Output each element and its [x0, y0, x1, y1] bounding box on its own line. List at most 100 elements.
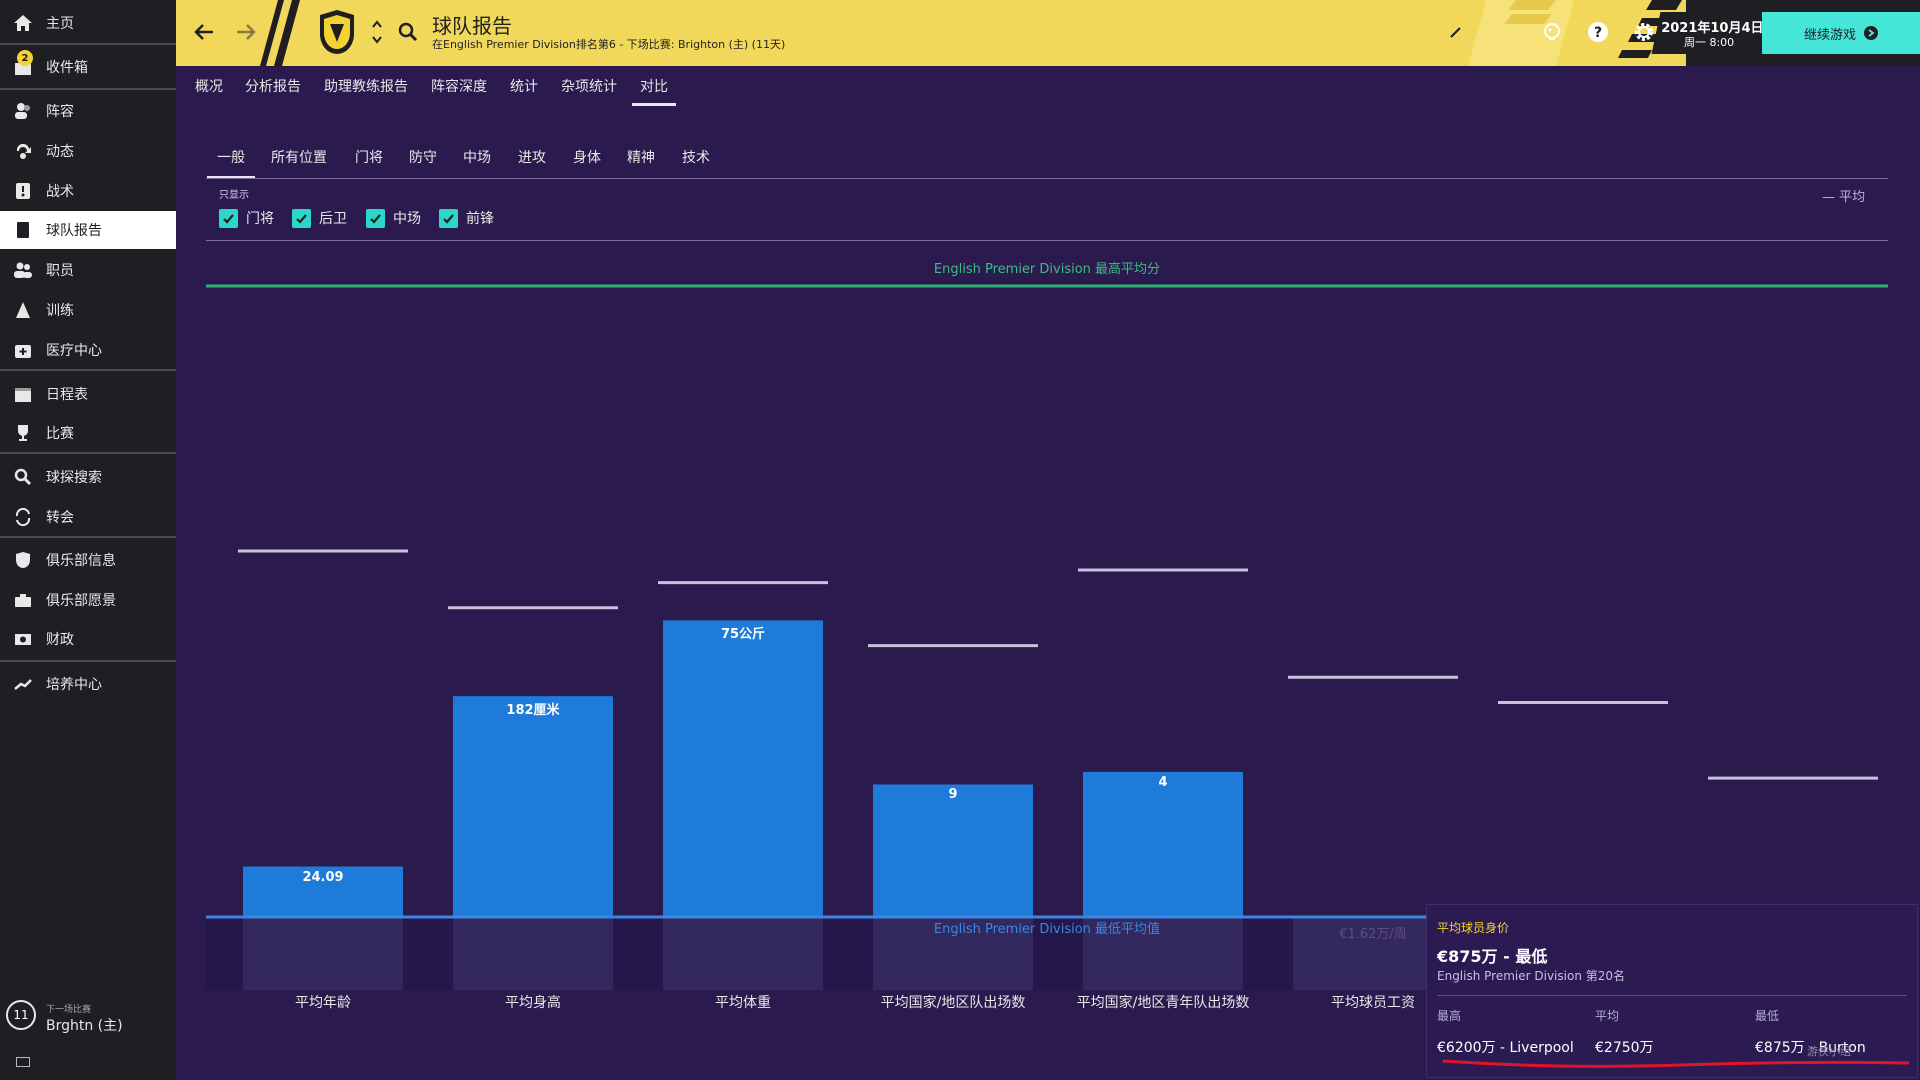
sidebar-item-competitions[interactable]: 比赛 — [0, 414, 176, 452]
max-average-label: English Premier Division 最高平均分 — [933, 262, 1161, 277]
search-button[interactable] — [394, 18, 422, 46]
chart-canvas — [206, 284, 1888, 990]
divider — [0, 660, 176, 662]
next-match[interactable]: 11 下一场比赛 Brghtn (主) — [0, 990, 176, 1040]
gear-icon — [1635, 23, 1653, 41]
filter-option-label: 前锋 — [466, 211, 494, 227]
column-band — [243, 917, 403, 990]
tab-misc-stats[interactable]: 杂项统计 — [561, 79, 617, 95]
settings-button[interactable] — [1630, 18, 1658, 46]
squad-icon — [0, 101, 46, 121]
edit-button[interactable] — [1442, 18, 1470, 46]
chart-bar[interactable] — [243, 866, 403, 917]
sidebar-item-squad[interactable]: 阵容 — [0, 92, 176, 130]
help-button[interactable]: ? — [1584, 18, 1612, 46]
sidebar-item-medical[interactable]: 医疗中心 — [0, 331, 176, 369]
red-underline — [1442, 1059, 1910, 1068]
header: 球队报告 在English Premier Division排名第6 - 下场比… — [176, 0, 1920, 66]
x-axis-label: 平均年龄 — [295, 995, 351, 1011]
ticket-icon[interactable] — [16, 1057, 30, 1067]
comparison-chart: English Premier Division 最高平均分 English P… — [206, 250, 1888, 1020]
chart-bar[interactable] — [453, 696, 613, 917]
divider — [0, 369, 176, 371]
subtab-mental[interactable]: 精神 — [627, 150, 655, 166]
sidebar-item-transfers[interactable]: 转会 — [0, 498, 176, 536]
subtab-attack[interactable]: 进攻 — [518, 150, 546, 166]
checkmark-icon — [292, 208, 311, 228]
x-axis-label: 平均球员工资 — [1331, 995, 1415, 1011]
x-axis-label: 平均身高 — [505, 995, 561, 1011]
chart-bar[interactable] — [1083, 771, 1243, 917]
svg-text:?: ? — [1594, 25, 1602, 41]
chevron-right-icon — [1864, 26, 1878, 40]
club-crest-icon[interactable] — [316, 8, 358, 56]
forward-button[interactable] — [232, 18, 260, 46]
subtab-goalkeepers[interactable]: 门将 — [355, 150, 383, 166]
filter-midfielders-checkbox[interactable]: 中场 — [366, 208, 421, 228]
x-axis-label: 平均国家/地区队出场数 — [880, 995, 1026, 1011]
tab-overview[interactable]: 概况 — [195, 79, 223, 95]
inbox-icon — [0, 57, 46, 77]
tooltip-title: 平均球员身价 — [1437, 921, 1510, 935]
sidebar-item-label: 球队报告 — [46, 223, 102, 239]
training-icon — [0, 300, 46, 320]
chart-bar[interactable] — [873, 784, 1033, 917]
subtab-general[interactable]: 一般 — [207, 147, 255, 179]
sidebar-item-finances[interactable]: 财政 — [0, 620, 176, 658]
sidebar-item-inbox[interactable]: 2 收件箱 — [0, 48, 176, 86]
next-match-opponent: Brghtn (主) — [46, 1018, 123, 1034]
watermark: 游侠小组 — [1807, 1045, 1851, 1058]
column-band — [1083, 917, 1243, 990]
sidebar-item-club-vision[interactable]: 俱乐部愿景 — [0, 581, 176, 619]
subtab-physical[interactable]: 身体 — [573, 150, 601, 166]
filter-goalkeepers-checkbox[interactable]: 门将 — [219, 208, 274, 228]
filter-option-label: 门将 — [246, 211, 274, 227]
subtab-defence[interactable]: 防守 — [409, 150, 437, 166]
sidebar-item-schedule[interactable]: 日程表 — [0, 375, 176, 413]
subtab-technical[interactable]: 技术 — [682, 150, 710, 166]
game-date: 2021年10月4日 周一 8:00 — [1651, 12, 1771, 54]
next-match-label: 下一场比赛 — [46, 1005, 92, 1015]
back-button[interactable] — [190, 18, 218, 46]
vision-icon — [0, 590, 46, 610]
continue-label: 继续游戏 — [1803, 27, 1856, 43]
filter-defenders-checkbox[interactable]: 后卫 — [292, 208, 347, 228]
subtab-all-positions[interactable]: 所有位置 — [271, 150, 327, 166]
tooltip-value: €875万 - 最低 — [1437, 947, 1548, 966]
medical-icon — [0, 340, 46, 360]
sidebar-item-training[interactable]: 训练 — [0, 291, 176, 329]
sidebar-item-label: 训练 — [46, 303, 74, 319]
report-icon — [0, 220, 46, 240]
fm-assistant-button[interactable] — [1538, 18, 1566, 46]
sidebar: 主页 2 收件箱 阵容 动态 战术 球队报告 职员 训练 医疗中心 日程表 — [0, 0, 176, 1080]
sidebar-item-label: 日程表 — [46, 387, 88, 403]
subtab-midfield[interactable]: 中场 — [463, 150, 491, 166]
transfer-icon — [0, 507, 46, 527]
sidebar-item-club-info[interactable]: 俱乐部信息 — [0, 541, 176, 579]
sidebar-item-label: 职员 — [46, 263, 74, 279]
tab-comparison[interactable]: 对比 — [632, 76, 676, 106]
sidebar-item-team-report[interactable]: 球队报告 — [0, 211, 176, 249]
divider — [0, 43, 176, 45]
column-band — [873, 917, 1033, 990]
club-switcher[interactable] — [370, 16, 384, 48]
sidebar-item-home[interactable]: 主页 — [0, 4, 176, 42]
calendar-icon — [0, 384, 46, 404]
sidebar-item-label: 医疗中心 — [46, 343, 102, 359]
search-icon — [0, 467, 46, 487]
continue-button[interactable]: 继续游戏 — [1762, 12, 1920, 54]
sidebar-item-tactics[interactable]: 战术 — [0, 172, 176, 210]
sidebar-item-label: 战术 — [46, 184, 74, 200]
sidebar-item-staff[interactable]: 职员 — [0, 251, 176, 289]
tab-squad-depth[interactable]: 阵容深度 — [431, 79, 487, 95]
filter-forwards-checkbox[interactable]: 前锋 — [439, 208, 494, 228]
sidebar-item-dynamics[interactable]: 动态 — [0, 132, 176, 170]
chart-bar[interactable] — [663, 620, 823, 917]
divider — [206, 178, 1888, 179]
tab-assistant-report[interactable]: 助理教练报告 — [324, 79, 408, 95]
sidebar-item-development[interactable]: 培养中心 — [0, 665, 176, 703]
pencil-icon — [1450, 27, 1461, 38]
sidebar-item-scouting[interactable]: 球探搜索 — [0, 458, 176, 496]
tab-stats[interactable]: 统计 — [510, 79, 538, 95]
tab-analysis[interactable]: 分析报告 — [245, 79, 301, 95]
